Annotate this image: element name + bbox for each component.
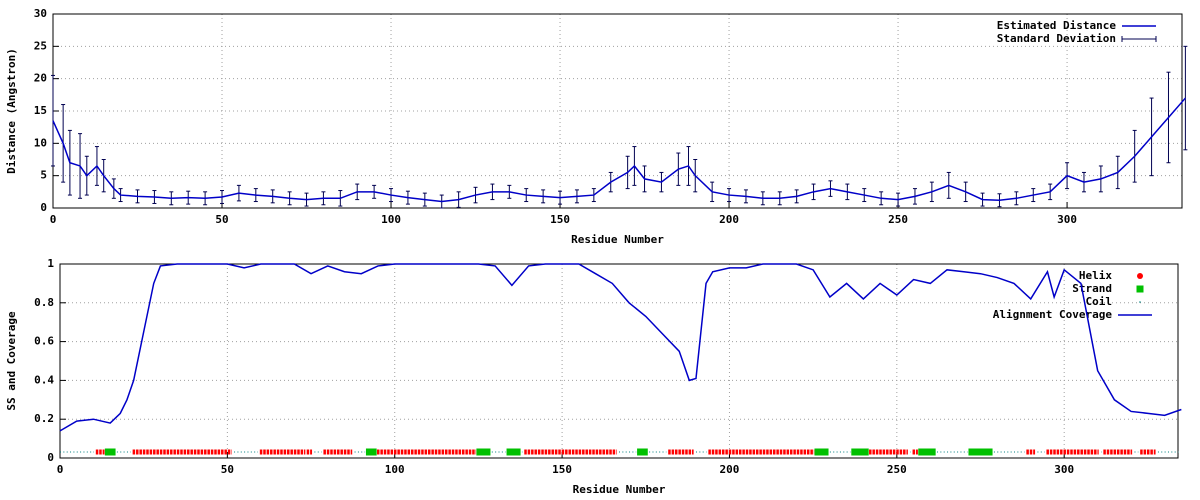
x-tick-label: 250: [888, 213, 908, 226]
x-tick-label: 200: [720, 463, 740, 476]
strand-segment: [918, 448, 936, 456]
strand-segment: [637, 448, 648, 456]
x-tick-label: 250: [887, 463, 907, 476]
x-tick-label: 0: [50, 213, 57, 226]
y-tick-label: 0.2: [34, 412, 54, 425]
x-axis-label: Residue Number: [571, 233, 664, 246]
legend-label: Standard Deviation: [997, 32, 1116, 45]
x-tick-label: 50: [221, 463, 234, 476]
y-tick-label: 0: [47, 451, 54, 464]
y-tick-label: 0.8: [34, 296, 54, 309]
legend-label: Strand: [1072, 282, 1112, 295]
x-tick-label: 150: [550, 213, 570, 226]
strand-segment: [851, 448, 869, 456]
x-tick-label: 0: [57, 463, 64, 476]
plot-frame: [59, 263, 1179, 459]
legend-swatch: [1136, 285, 1144, 293]
legend-label: Coil: [1086, 295, 1113, 308]
y-tick-label: 25: [34, 39, 47, 52]
data-line: [59, 263, 1182, 432]
strand-segment: [968, 448, 993, 456]
x-tick-label: 200: [719, 213, 739, 226]
legend-label: Helix: [1079, 269, 1112, 282]
x-tick-label: 100: [381, 213, 401, 226]
data-line: [52, 97, 1186, 203]
y-tick-label: 0.4: [34, 373, 54, 386]
strand-segment: [104, 448, 116, 456]
y-tick-label: 30: [34, 7, 47, 20]
y-tick-label: 20: [34, 72, 47, 85]
y-tick-label: 0.6: [34, 335, 54, 348]
y-tick-label: 1: [47, 257, 54, 270]
strand-segment: [476, 448, 491, 456]
x-axis-label: Residue Number: [573, 483, 666, 496]
strand-segment: [506, 448, 521, 456]
x-tick-label: 50: [215, 213, 228, 226]
y-tick-label: 0: [40, 201, 47, 214]
y-tick-label: 5: [40, 169, 47, 182]
y-axis-label: Distance (Angstron): [5, 48, 18, 174]
legend-label: Alignment Coverage: [993, 308, 1113, 321]
x-tick-label: 100: [385, 463, 405, 476]
x-tick-label: 300: [1054, 463, 1074, 476]
y-tick-label: 15: [34, 104, 47, 117]
x-tick-label: 150: [552, 463, 572, 476]
y-tick-label: 10: [34, 136, 47, 149]
y-axis-label: SS and Coverage: [5, 311, 18, 411]
strand-segment: [814, 448, 829, 456]
legend-swatch: [1137, 273, 1143, 279]
legend-swatch: [1139, 301, 1141, 303]
x-tick-label: 300: [1057, 213, 1077, 226]
strand-segment: [365, 448, 377, 456]
legend-label: Estimated Distance: [997, 19, 1117, 32]
